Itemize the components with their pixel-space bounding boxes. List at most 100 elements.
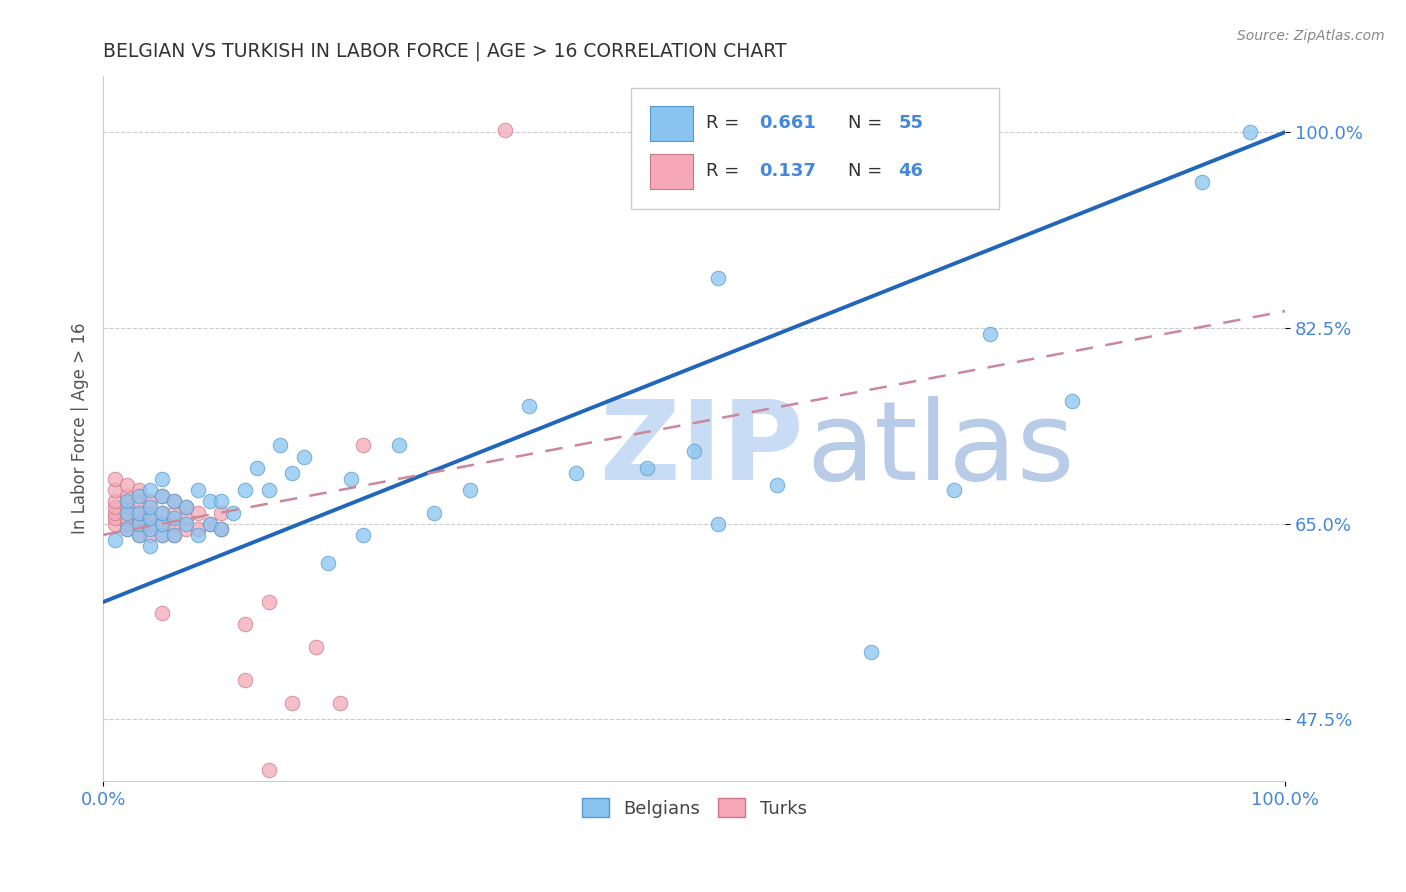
Point <box>139 500 162 514</box>
Point <box>104 533 127 548</box>
Point <box>115 477 138 491</box>
Text: N =: N = <box>848 114 887 132</box>
FancyBboxPatch shape <box>631 88 1000 209</box>
Point <box>209 522 232 536</box>
Point <box>128 511 150 525</box>
Text: 0.137: 0.137 <box>759 162 815 180</box>
Point <box>139 516 162 531</box>
Point <box>222 506 245 520</box>
Point <box>128 506 150 520</box>
Point <box>128 506 150 520</box>
Point <box>328 696 350 710</box>
Point <box>292 450 315 464</box>
Point <box>150 472 173 486</box>
Point <box>128 528 150 542</box>
Point <box>104 511 127 525</box>
Point <box>104 500 127 514</box>
Text: ZIP: ZIP <box>599 396 803 503</box>
Point <box>150 606 173 620</box>
Point <box>139 528 162 542</box>
Point <box>115 500 138 514</box>
Point <box>104 472 127 486</box>
Point <box>943 483 966 497</box>
Point <box>281 467 304 481</box>
Point <box>233 673 256 688</box>
Point <box>683 444 706 458</box>
Point <box>174 511 197 525</box>
Point <box>104 483 127 497</box>
Point <box>269 438 291 452</box>
Point <box>423 506 446 520</box>
FancyBboxPatch shape <box>651 106 693 141</box>
Text: BELGIAN VS TURKISH IN LABOR FORCE | AGE > 16 CORRELATION CHART: BELGIAN VS TURKISH IN LABOR FORCE | AGE … <box>103 42 787 62</box>
Point <box>388 438 411 452</box>
Point <box>174 516 197 531</box>
Point <box>115 511 138 525</box>
Point <box>352 528 374 542</box>
Point <box>163 516 186 531</box>
Text: 55: 55 <box>898 114 924 132</box>
Point <box>139 506 162 520</box>
Point <box>115 494 138 508</box>
Point <box>163 528 186 542</box>
Text: 0.661: 0.661 <box>759 114 815 132</box>
Point <box>246 460 269 475</box>
Point <box>139 522 162 536</box>
Text: R =: R = <box>706 114 745 132</box>
Point <box>458 483 481 497</box>
Point <box>150 528 173 542</box>
Point <box>163 494 186 508</box>
Point <box>139 483 162 497</box>
Point <box>150 516 173 531</box>
Point <box>209 506 232 520</box>
Point <box>187 483 209 497</box>
Point <box>198 516 221 531</box>
Point <box>115 522 138 536</box>
Point <box>104 516 127 531</box>
Point <box>352 438 374 452</box>
Point <box>1191 176 1213 190</box>
Point <box>163 494 186 508</box>
Legend: Belgians, Turks: Belgians, Turks <box>575 791 814 825</box>
Point <box>565 467 588 481</box>
Point <box>1239 125 1261 139</box>
Point <box>150 489 173 503</box>
Point <box>187 528 209 542</box>
Point <box>150 506 173 520</box>
Point <box>305 640 328 654</box>
Point <box>187 506 209 520</box>
Point <box>766 477 789 491</box>
Point <box>636 460 658 475</box>
Point <box>281 696 304 710</box>
Point <box>128 516 150 531</box>
Point <box>163 511 186 525</box>
Point <box>128 516 150 531</box>
Point <box>233 483 256 497</box>
Point <box>257 483 280 497</box>
Point <box>104 494 127 508</box>
Point <box>340 472 363 486</box>
Point <box>163 506 186 520</box>
Point <box>979 326 1001 341</box>
Text: 46: 46 <box>898 162 924 180</box>
Point <box>128 494 150 508</box>
Point <box>139 539 162 553</box>
Point <box>494 123 516 137</box>
Point <box>115 516 138 531</box>
Point <box>174 500 197 514</box>
Point <box>187 522 209 536</box>
Text: R =: R = <box>706 162 745 180</box>
Point <box>150 528 173 542</box>
Point <box>209 494 232 508</box>
Y-axis label: In Labor Force | Age > 16: In Labor Force | Age > 16 <box>72 323 89 534</box>
Point <box>198 516 221 531</box>
FancyBboxPatch shape <box>651 154 693 188</box>
Point <box>115 522 138 536</box>
Point <box>139 494 162 508</box>
Point <box>860 645 883 659</box>
Point <box>115 494 138 508</box>
Point <box>150 489 173 503</box>
Point <box>1062 393 1084 408</box>
Text: Source: ZipAtlas.com: Source: ZipAtlas.com <box>1237 29 1385 43</box>
Point <box>115 506 138 520</box>
